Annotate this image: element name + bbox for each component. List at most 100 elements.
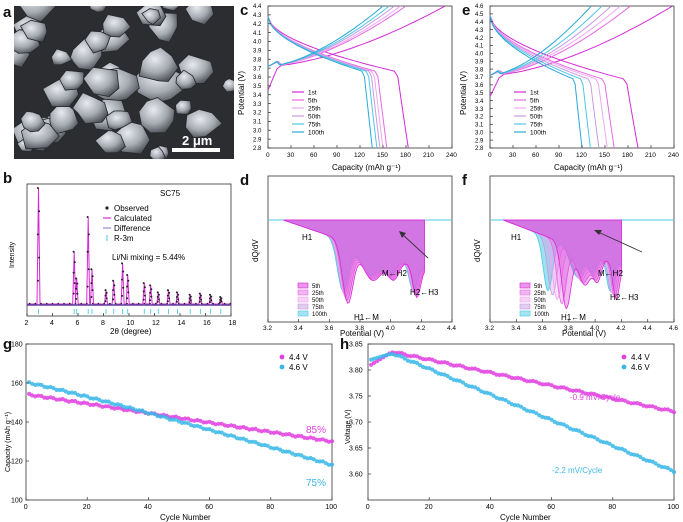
cycle-point-4.6 V	[546, 416, 551, 421]
cycle-point-4.4 V	[250, 427, 255, 432]
xrd-observed-point	[175, 291, 178, 294]
ytick-label: 3.6	[475, 83, 484, 89]
cycle-point-4.6 V	[219, 430, 224, 435]
cycle-point-4.6 V	[616, 446, 621, 451]
xtick-label: 3.6	[324, 325, 333, 332]
xrd-observed-point	[86, 285, 89, 288]
cycle-point-4.4 V	[632, 401, 637, 406]
chart-g-legend-44-marker	[279, 354, 285, 360]
cycle-point-4.4 V	[408, 354, 413, 359]
legend-label: 50th	[308, 114, 321, 121]
ytick-label: 3.65	[349, 446, 363, 453]
cycle-point-4.4 V	[219, 421, 224, 426]
legend-calculated: Calculated	[114, 214, 152, 223]
cycle-point-4.6 V	[518, 404, 524, 409]
xrd-observed-point	[223, 302, 226, 305]
cycle-point-4.4 V	[534, 379, 539, 384]
cycle-point-4.6 V	[448, 376, 453, 381]
xrd-observed-point	[155, 302, 157, 305]
cycle-point-4.4 V	[469, 366, 475, 371]
chart-h-voltage: 0 20 40 60 80 100 3.60 3.65 3.70 3.75 3.80 3.85 4.4…	[345, 342, 679, 522]
xrd-observed-point	[198, 292, 201, 295]
xrd-observed-point	[113, 293, 116, 296]
discharge-curve-50th	[489, 15, 600, 149]
xrd-observed-point	[200, 302, 203, 305]
cycle-point-4.6 V	[192, 424, 197, 429]
cycle-point-4.4 V	[265, 428, 270, 434]
xrd-observed-point	[91, 289, 94, 292]
cycle-point-4.6 V	[473, 385, 478, 390]
xrd-observed-point	[51, 302, 54, 305]
xrd-xtick-label: 14	[178, 320, 186, 327]
cycle-point-4.6 V	[265, 443, 270, 448]
chart-d-xlabel: Potential (V)	[340, 329, 384, 338]
xrd-observed-point	[188, 293, 191, 296]
xtick-label: 4.4	[643, 325, 652, 332]
cycle-point-4.4 V	[198, 418, 203, 423]
xtick-label: 3.4	[511, 325, 520, 332]
xrd-observed-point	[142, 282, 145, 285]
xtick-label: 0	[24, 504, 28, 511]
xtick-label: 30	[509, 152, 517, 159]
chart-g-xlabel: Cycle Number	[160, 513, 211, 522]
chart-b-title: SC75	[160, 189, 181, 198]
xrd-observed-point	[166, 300, 169, 303]
xtick-label: 20	[83, 504, 91, 511]
xrd-observed-point	[122, 286, 125, 289]
xtick-label: 3.4	[294, 325, 303, 332]
xtick-label: 40	[144, 504, 152, 511]
legend-label: 1st	[530, 90, 539, 97]
xtick-label: 60	[547, 504, 555, 511]
xrd-observed-point	[157, 293, 160, 296]
xrd-observed-point	[177, 293, 180, 296]
xrd-observed-point	[36, 187, 39, 189]
xrd-observed-point	[166, 294, 169, 297]
chart-d-arrowhead	[399, 231, 406, 238]
panel-label-b: b	[3, 170, 13, 187]
chart-f-ann-mh2: M←H2	[598, 269, 623, 278]
cycle-point-4.4 V	[216, 421, 221, 426]
cycle-point-4.6 V	[460, 380, 465, 385]
ytick-label: 4.0	[475, 52, 484, 58]
charge-curve-1st	[489, 5, 673, 97]
chart-c-voltage-profile: 0 30 60 90 120 150 180 210 240 2.8 2.9 3.0 3.1 3.2 3.3…	[237, 4, 457, 172]
xrd-observed-point	[87, 233, 90, 236]
xtick-label: 4.4	[447, 325, 456, 332]
ytick-label: 2.9	[253, 137, 262, 143]
ytick-label: 3.6	[253, 75, 262, 81]
cycle-point-4.4 V	[662, 407, 667, 412]
xrd-observed-point	[120, 302, 123, 305]
cycle-point-4.6 V	[137, 408, 142, 413]
ytick-label: 100	[11, 498, 23, 505]
cycle-point-4.6 V	[626, 450, 631, 455]
legend-label: 50th	[530, 114, 543, 121]
cycle-point-4.4 V	[54, 397, 59, 402]
cycle-point-4.4 V	[570, 388, 576, 393]
cycle-point-4.6 V	[54, 387, 59, 392]
cycle-point-4.6 V	[277, 447, 283, 452]
ytick-label: 3.70	[349, 420, 363, 427]
xrd-observed-point	[126, 285, 129, 288]
cycle-point-4.6 V	[503, 398, 508, 403]
legend-marker	[519, 289, 531, 296]
cycle-point-4.4 V	[396, 350, 401, 355]
ytick-label: 4.2	[253, 22, 262, 28]
legend-observed-marker	[105, 206, 109, 210]
cycle-point-4.6 V	[414, 360, 420, 366]
xrd-observed-point	[189, 295, 192, 298]
legend-marker	[297, 282, 309, 289]
xrd-xtick-label: 10	[127, 320, 135, 327]
xrd-observed-point	[219, 296, 222, 298]
ytick-label: 4.3	[475, 28, 484, 34]
cycle-point-4.6 V	[408, 359, 413, 364]
cycle-point-4.6 V	[601, 440, 606, 445]
xrd-xtick-label: 12	[152, 320, 160, 327]
cycle-point-4.6 V	[457, 378, 462, 383]
cycle-point-4.6 V	[183, 420, 188, 425]
xrd-observed-point	[149, 284, 152, 287]
ytick-label: 3.9	[475, 59, 484, 65]
xrd-observed-point	[114, 302, 117, 305]
cycle-point-4.6 V	[610, 443, 615, 449]
sem-particle	[82, 66, 120, 98]
cycle-point-4.4 V	[235, 425, 240, 430]
